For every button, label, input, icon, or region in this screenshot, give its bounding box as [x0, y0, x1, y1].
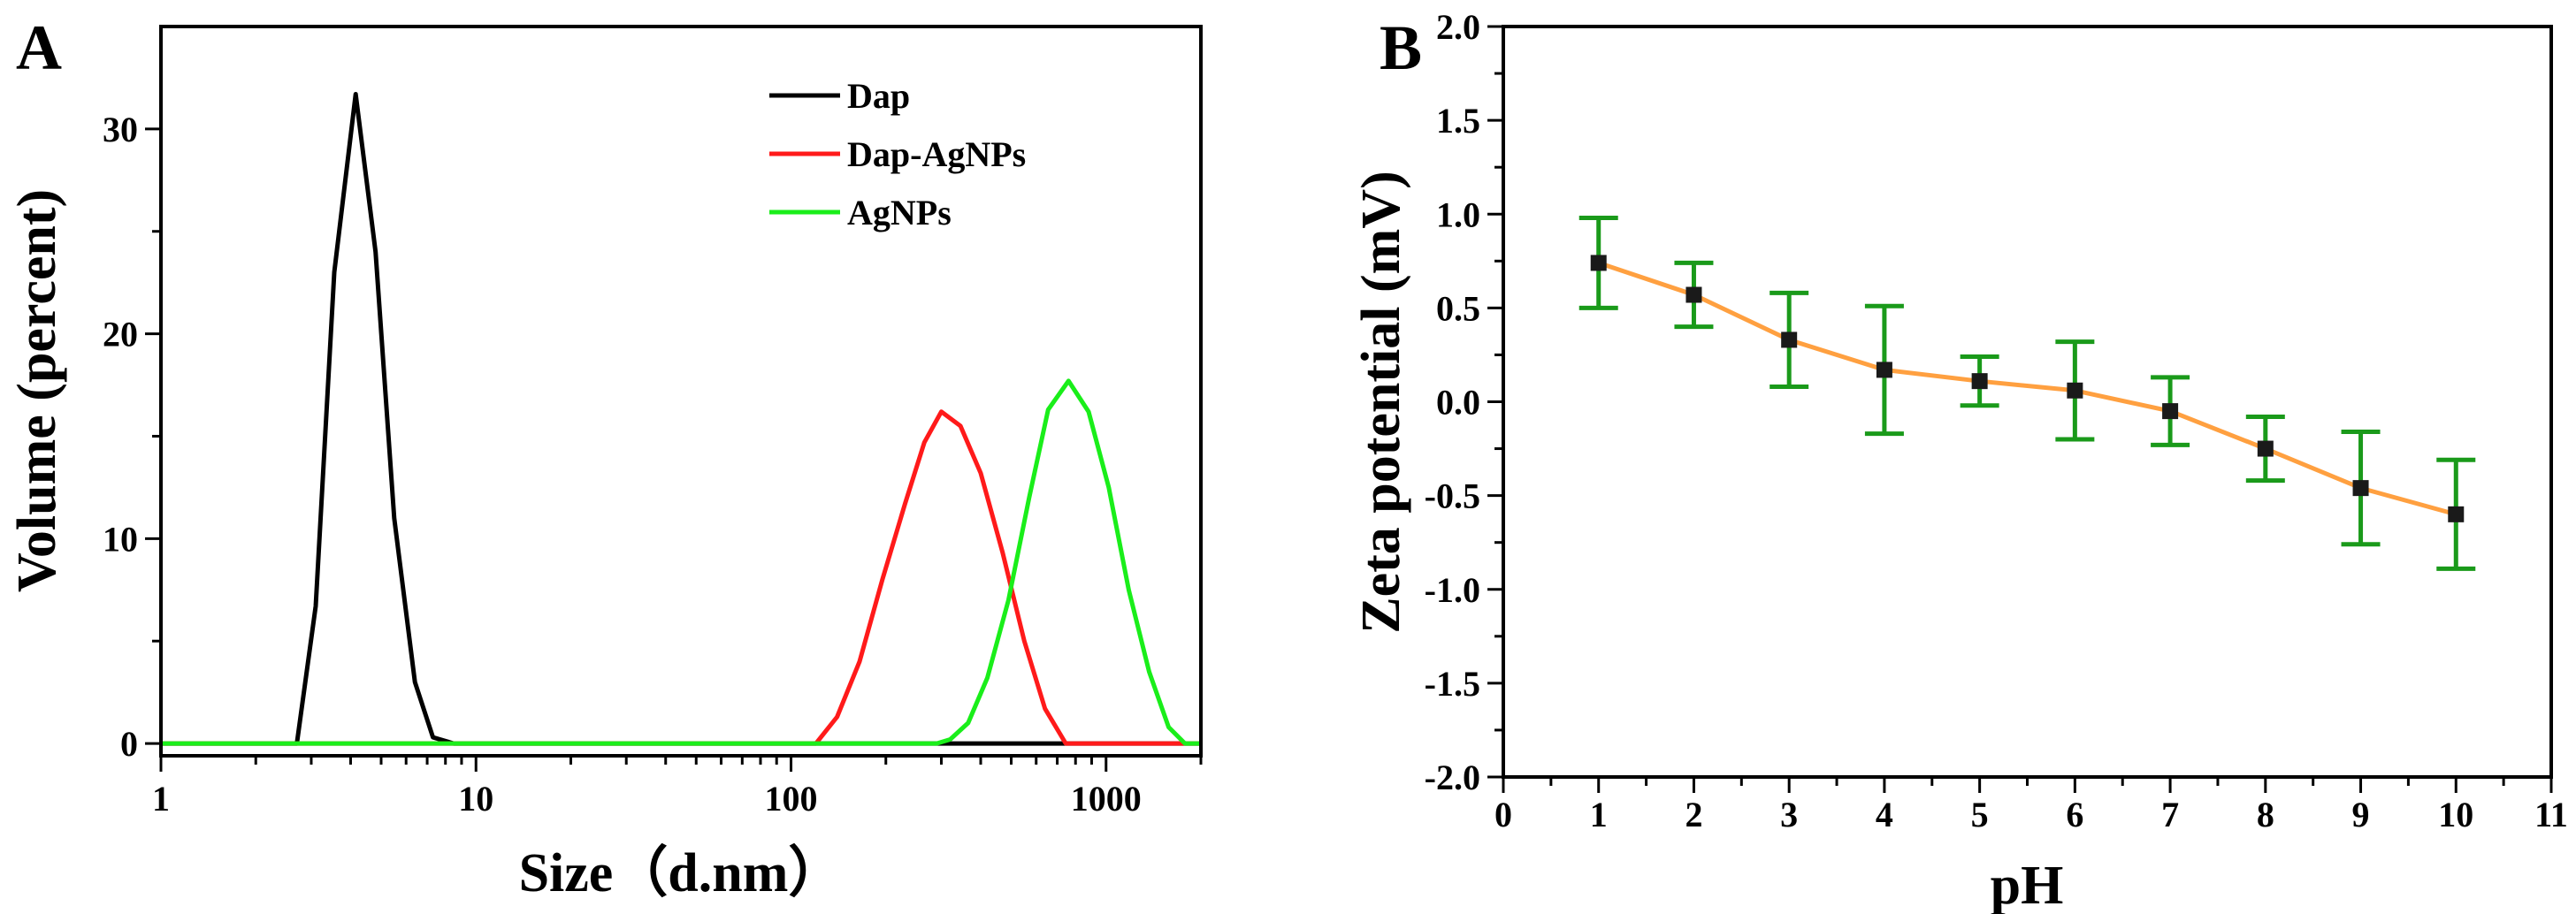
panel-a-x-axis-title: Size（d.nm）	[519, 842, 844, 903]
panel-b-y-tick-label: -0.5	[1425, 476, 1480, 516]
panel-b-y-tick-label: 0.0	[1436, 383, 1480, 423]
panel-b-x-tick-label: 4	[1876, 795, 1893, 834]
panel-b-x-tick-label: 2	[1685, 795, 1702, 834]
panel-b-y-tick-label: 2.0	[1436, 7, 1480, 47]
panel-b-data-point	[1590, 255, 1607, 271]
panel-a-series-group	[161, 92, 1201, 746]
panel-a-y-tick-label: 20	[103, 315, 138, 354]
panel-b-y-axis-title: Zeta potential (mV)	[1351, 171, 1411, 633]
panel-b-zeta-line	[1597, 261, 2457, 517]
panel-b-x-tick-label: 7	[2161, 795, 2179, 834]
panel-b-x-tick-label: 11	[2534, 795, 2568, 834]
panel-b-x-tick-label: 3	[1780, 795, 1798, 834]
panel-b-data-point	[2448, 506, 2465, 522]
panel-a-y-ticks: 0 10 20 30	[103, 110, 161, 764]
panel-b-x-ticks: 0 1 2 3 4 5 6 7 8 9 10 11	[1494, 777, 2568, 834]
panel-a-x-ticks: 1 10 100 1000	[152, 756, 1203, 819]
panel-a-series-agnps-line	[161, 378, 1201, 746]
panel-b-x-tick-label: 10	[2438, 795, 2473, 834]
panel-a-x-tick-label: 100	[765, 779, 818, 819]
panel-b-data-point	[1876, 362, 1892, 378]
panel-b-y-tick-label: -2.0	[1425, 758, 1480, 797]
panel-b-y-ticks: -2.0 -1.5 -1.0 -0.5 0.0 0.5 1.0 1.5 2.0	[1425, 7, 1503, 797]
panel-b-y-tick-label: 0.5	[1436, 288, 1480, 328]
panel-a-x-tick-label: 10	[458, 779, 493, 819]
panel-b-data-point	[2257, 440, 2274, 457]
panel-b-y-tick-label: 1.0	[1436, 194, 1480, 234]
panel-a-y-tick-label: 30	[103, 110, 138, 149]
panel-a-y-tick-label: 0	[120, 724, 138, 764]
panel-a-letter: A	[16, 12, 62, 83]
panel-a-legend: Dap Dap-AgNPs AgNPs	[769, 76, 1026, 232]
panel-b-letter: B	[1380, 12, 1422, 83]
panel-a-x-tick-label: 1	[152, 779, 170, 819]
panel-a-x-tick-label: 1000	[1071, 779, 1142, 819]
panel-b-x-axis-title: pH	[1991, 856, 2064, 914]
panel-b-data-point	[2352, 480, 2369, 497]
panel-a: A 1 10 100 1000 0 10 20 30 Size（d.nm） Volume (…	[7, 12, 1203, 903]
panel-b-series-group	[1578, 215, 2476, 571]
panel-b-x-tick-label: 9	[2352, 795, 2370, 834]
panel-b-data-point	[2067, 382, 2083, 399]
panel-a-legend-label: Dap	[847, 76, 910, 116]
panel-b-data-point	[1781, 331, 1798, 348]
panel-a-legend-label: AgNPs	[847, 193, 952, 232]
panel-b-data-point	[2162, 403, 2179, 420]
panel-a-series-dap-agnps-line	[161, 409, 1201, 746]
panel-b-x-tick-label: 0	[1494, 795, 1512, 834]
panel-a-frame	[159, 25, 1203, 758]
panel-b-x-tick-label: 8	[2257, 795, 2274, 834]
panel-a-legend-label: Dap-AgNPs	[847, 134, 1026, 174]
panel-b-data-point	[1971, 373, 1988, 390]
panel-b-x-tick-label: 6	[2066, 795, 2083, 834]
panel-b-data-point	[1685, 286, 1702, 303]
panel-b-x-tick-label: 1	[1590, 795, 1608, 834]
panel-a-y-axis-title: Volume (percent)	[7, 189, 67, 592]
panel-b-y-tick-label: -1.0	[1425, 570, 1480, 610]
panel-b-y-tick-label: -1.5	[1425, 664, 1480, 704]
panel-a-y-tick-label: 10	[103, 519, 138, 559]
panel-b-x-tick-label: 5	[1971, 795, 1989, 834]
panel-b-frame	[1502, 25, 2553, 779]
panel-b: B 0 1 2 3 4 5 6 7 8 9 10 11 -2.0 -1.5 -1.0 -0.5 0.0 0.5 1…	[1351, 7, 2568, 914]
panel-b-y-tick-label: 1.5	[1436, 101, 1480, 141]
